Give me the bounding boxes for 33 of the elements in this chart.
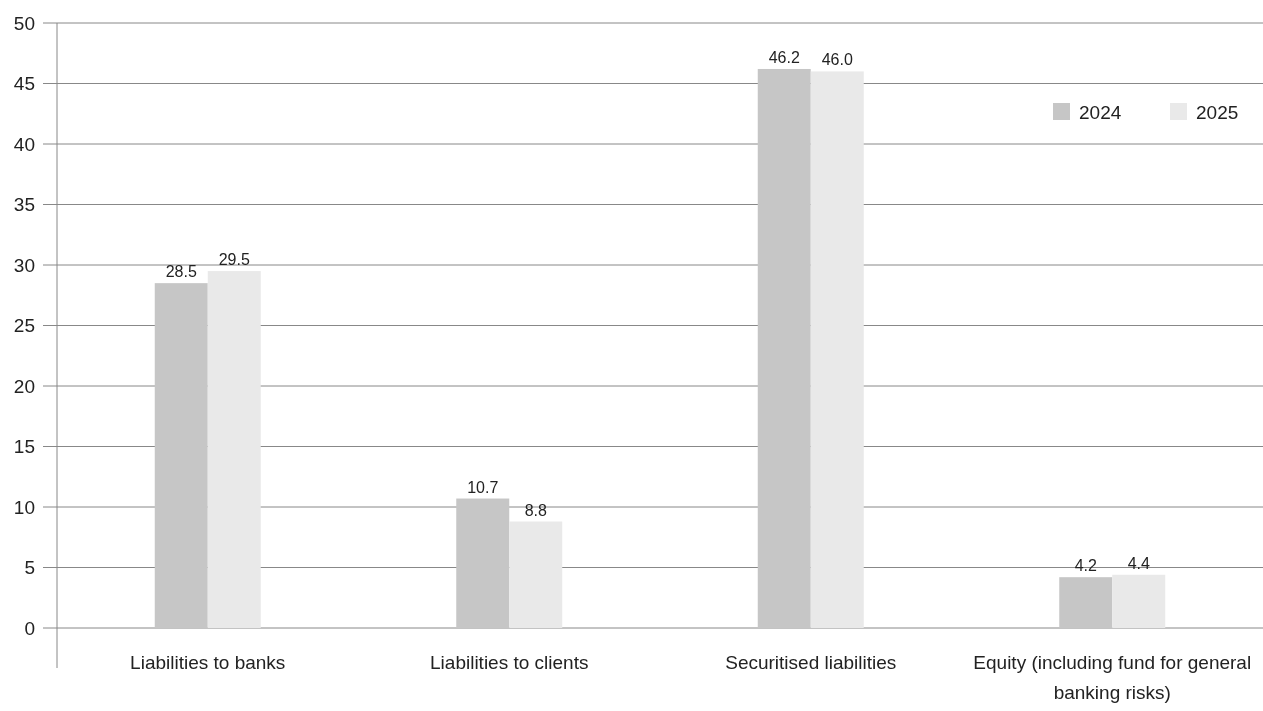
legend-label: 2025: [1196, 101, 1239, 123]
y-tick-label: 20: [13, 375, 35, 397]
data-label: 10.7: [467, 478, 499, 496]
y-tick-label: 40: [13, 133, 35, 155]
bar: [154, 283, 208, 628]
bar: [1059, 577, 1113, 628]
data-label: 4.4: [1127, 554, 1150, 572]
y-tick-label: 25: [13, 315, 35, 337]
x-tick-label: Securitised liabilities: [725, 652, 897, 673]
bar: [456, 498, 510, 628]
y-tick-label: 45: [13, 73, 35, 95]
x-tick-label: Liabilities to banks: [130, 652, 286, 673]
y-tick-label: 10: [13, 496, 35, 518]
data-label: 28.5: [165, 263, 197, 281]
y-tick-label: 35: [13, 194, 35, 216]
bar: [509, 521, 563, 628]
data-label: 4.2: [1074, 557, 1097, 575]
y-tick-label: 5: [24, 557, 35, 579]
data-label: 46.0: [821, 51, 853, 69]
y-tick-label: 0: [24, 617, 35, 639]
y-tick-label: 50: [13, 12, 35, 34]
data-label: 29.5: [218, 251, 250, 269]
data-label: 8.8: [524, 501, 547, 519]
x-tick-label: Equity (including fund for general banking risks): [973, 652, 1252, 703]
bar: [207, 271, 261, 628]
bar: [810, 71, 864, 628]
bar: [1112, 574, 1166, 628]
x-tick-label: Liabilities to clients: [430, 652, 589, 673]
legend-label: 2024: [1079, 101, 1122, 123]
bar: [757, 68, 811, 628]
y-tick-label: 30: [13, 254, 35, 276]
data-label: 46.2: [768, 48, 800, 66]
y-tick-label: 15: [13, 436, 35, 458]
